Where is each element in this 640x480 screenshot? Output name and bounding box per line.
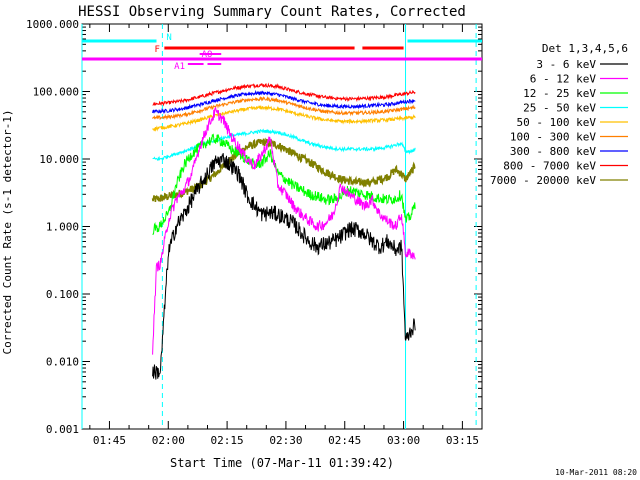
y-tick-label: 1.000 xyxy=(46,221,79,234)
observing-flag-label: A1 xyxy=(174,62,185,72)
legend-entry-label: 50 - 100 keV xyxy=(517,116,597,129)
x-tick-label: 02:00 xyxy=(152,434,185,447)
x-tick-label: 03:15 xyxy=(446,434,479,447)
series-line xyxy=(152,89,416,115)
legend-entry-label: 25 - 50 keV xyxy=(523,102,596,115)
series-line xyxy=(152,128,416,162)
series-line xyxy=(152,133,416,236)
x-axis-label: Start Time (07-Mar-11 01:39:42) xyxy=(170,456,394,470)
legend-entry-label: 6 - 12 keV xyxy=(530,73,597,86)
chart-title: HESSI Observing Summary Count Rates, Cor… xyxy=(78,4,466,20)
x-tick-label: 02:30 xyxy=(269,434,302,447)
y-tick-label: 10.000 xyxy=(39,153,79,166)
x-tick-label: 02:15 xyxy=(211,434,244,447)
x-tick-label: 03:00 xyxy=(387,434,420,447)
series-line xyxy=(152,153,416,380)
legend-title: Det 1,3,4,5,6 xyxy=(542,42,628,55)
y-tick-label: 0.100 xyxy=(46,288,79,301)
series-line xyxy=(152,82,416,107)
legend-entry-label: 12 - 25 keV xyxy=(523,87,596,100)
series-line xyxy=(152,106,416,355)
observing-flag-label: F xyxy=(155,45,160,55)
observing-flag-label: N xyxy=(166,33,171,43)
plot-area: 0.001 0.010 0.100 1.000 10.000 100.000 1000.00… xyxy=(26,18,483,447)
legend-entry-label: 100 - 300 keV xyxy=(510,131,596,144)
series-line xyxy=(152,95,416,121)
y-tick-label: 0.001 xyxy=(46,423,79,436)
legend-entry-label: 3 - 6 keV xyxy=(536,58,596,71)
x-tick-label: 01:45 xyxy=(93,434,126,447)
series-line xyxy=(152,104,416,132)
legend-entry-label: 7000 - 20000 keV xyxy=(490,174,596,187)
x-tick-label: 02:45 xyxy=(328,434,361,447)
observing-flag-label: AO xyxy=(202,50,213,60)
legend-entry-label: 300 - 800 keV xyxy=(510,145,596,158)
y-tick-label: 0.010 xyxy=(46,356,79,369)
footer-timestamp: 10-Mar-2011 08:20 xyxy=(555,468,637,477)
y-tick-label: 1000.000 xyxy=(26,18,79,31)
legend-entry-label: 800 - 7000 keV xyxy=(503,160,596,173)
y-tick-label: 100.000 xyxy=(33,86,79,99)
plot-frame xyxy=(81,23,483,430)
y-axis-label: Corrected Count Rate (s-1 detector-1) xyxy=(1,109,14,354)
